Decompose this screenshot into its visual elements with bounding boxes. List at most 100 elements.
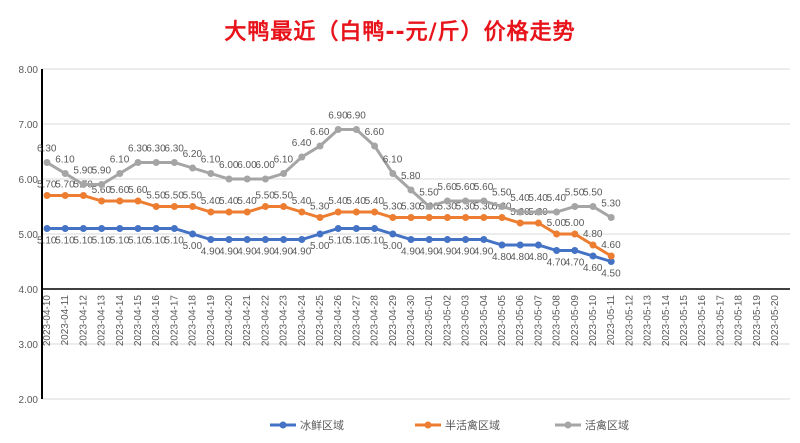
data-label: 5.40 <box>528 193 548 204</box>
data-label: 5.60 <box>474 182 494 193</box>
data-label: 6.10 <box>274 155 294 166</box>
data-point <box>134 225 142 232</box>
legend-marker <box>564 421 572 429</box>
data-label: 5.30 <box>310 202 330 213</box>
data-point <box>225 236 233 243</box>
data-point <box>407 186 415 194</box>
x-tick-label: 2023-04-17 <box>169 295 180 347</box>
data-label: 6.30 <box>37 144 57 155</box>
data-point <box>371 142 379 150</box>
data-point <box>443 197 451 205</box>
y-tick-label: 4.00 <box>19 285 39 296</box>
data-label: 4.90 <box>292 247 312 258</box>
legend-marker <box>424 421 432 429</box>
data-point <box>316 142 324 150</box>
data-label: 5.40 <box>237 196 257 207</box>
data-point <box>352 208 360 216</box>
x-tick-label: 2023-04-20 <box>224 295 235 347</box>
data-point <box>316 230 324 238</box>
data-label: 5.10 <box>73 236 93 247</box>
x-tick-label: 2023-05-10 <box>588 295 599 347</box>
data-label: 5.00 <box>547 218 567 229</box>
data-point <box>389 214 397 221</box>
data-point <box>443 214 451 221</box>
data-point <box>243 208 251 216</box>
data-point <box>170 203 178 210</box>
data-label: 5.10 <box>55 236 75 247</box>
x-tick-label: 2023-05-09 <box>570 295 581 347</box>
data-point <box>498 241 506 249</box>
data-point <box>607 214 615 221</box>
data-point <box>316 214 324 221</box>
data-label: 6.90 <box>346 111 366 122</box>
x-tick-label: 2023-04-26 <box>333 295 344 347</box>
chart-title: 大鸭最近（白鸭--元/斤）价格走势 <box>224 20 576 45</box>
data-point <box>61 225 69 232</box>
data-label: 6.90 <box>328 111 348 122</box>
x-tick-label: 2023-05-19 <box>752 295 763 347</box>
data-point <box>334 225 342 232</box>
data-label: 4.70 <box>565 258 585 269</box>
data-point <box>589 241 597 249</box>
data-point <box>152 225 160 232</box>
data-point <box>116 225 124 232</box>
data-point <box>462 236 470 243</box>
x-tick-label: 2023-04-24 <box>297 295 308 347</box>
data-point <box>334 208 342 216</box>
data-label: 5.50 <box>565 188 585 199</box>
data-point <box>170 225 178 232</box>
x-tick-label: 2023-04-25 <box>315 295 326 347</box>
data-label: 5.60 <box>92 185 112 196</box>
data-label: 5.00 <box>565 218 585 229</box>
data-point <box>462 197 470 205</box>
data-point <box>280 170 288 177</box>
x-tick-label: 2023-04-21 <box>242 295 253 347</box>
data-point <box>371 225 379 232</box>
legend-marker <box>279 421 287 429</box>
data-point <box>607 258 615 265</box>
x-tick-label: 2023-04-10 <box>42 295 53 347</box>
x-tick-label: 2023-05-01 <box>424 295 435 347</box>
data-label: 5.50 <box>583 188 603 199</box>
data-point <box>498 214 506 221</box>
data-point <box>134 197 142 205</box>
data-label: 6.10 <box>201 155 221 166</box>
data-label: 6.10 <box>110 155 130 166</box>
data-label: 5.10 <box>92 236 112 247</box>
x-tick-label: 2023-05-14 <box>661 295 672 347</box>
x-tick-label: 2023-04-22 <box>260 295 271 347</box>
data-label: 4.80 <box>510 252 530 263</box>
data-point <box>170 159 178 166</box>
data-point <box>352 225 360 232</box>
x-tick-label: 2023-04-30 <box>406 295 417 347</box>
data-label: 4.60 <box>601 240 621 251</box>
data-point <box>298 236 306 243</box>
x-tick-label: 2023-05-16 <box>697 295 708 347</box>
data-label: 5.50 <box>274 191 294 202</box>
data-label: 4.90 <box>255 247 275 258</box>
data-point <box>334 126 342 133</box>
data-label: 5.60 <box>437 182 457 193</box>
data-point <box>207 236 215 243</box>
data-point <box>116 197 124 205</box>
data-point <box>480 236 488 243</box>
data-point <box>589 203 597 210</box>
data-label: 5.50 <box>183 191 203 202</box>
data-label: 6.10 <box>55 155 75 166</box>
legend-label: 活禽区域 <box>585 418 629 432</box>
data-point <box>443 236 451 243</box>
data-point <box>152 159 160 166</box>
data-point <box>189 164 197 172</box>
data-point <box>261 175 269 183</box>
data-point <box>389 230 397 238</box>
data-point <box>79 225 87 232</box>
data-point <box>534 241 542 249</box>
data-label: 5.50 <box>492 188 512 199</box>
data-label: 6.30 <box>164 144 184 155</box>
legend-label: 半活禽区域 <box>445 418 500 432</box>
data-label: 5.70 <box>55 180 75 191</box>
data-label: 5.90 <box>92 166 112 177</box>
data-label: 6.30 <box>128 144 148 155</box>
